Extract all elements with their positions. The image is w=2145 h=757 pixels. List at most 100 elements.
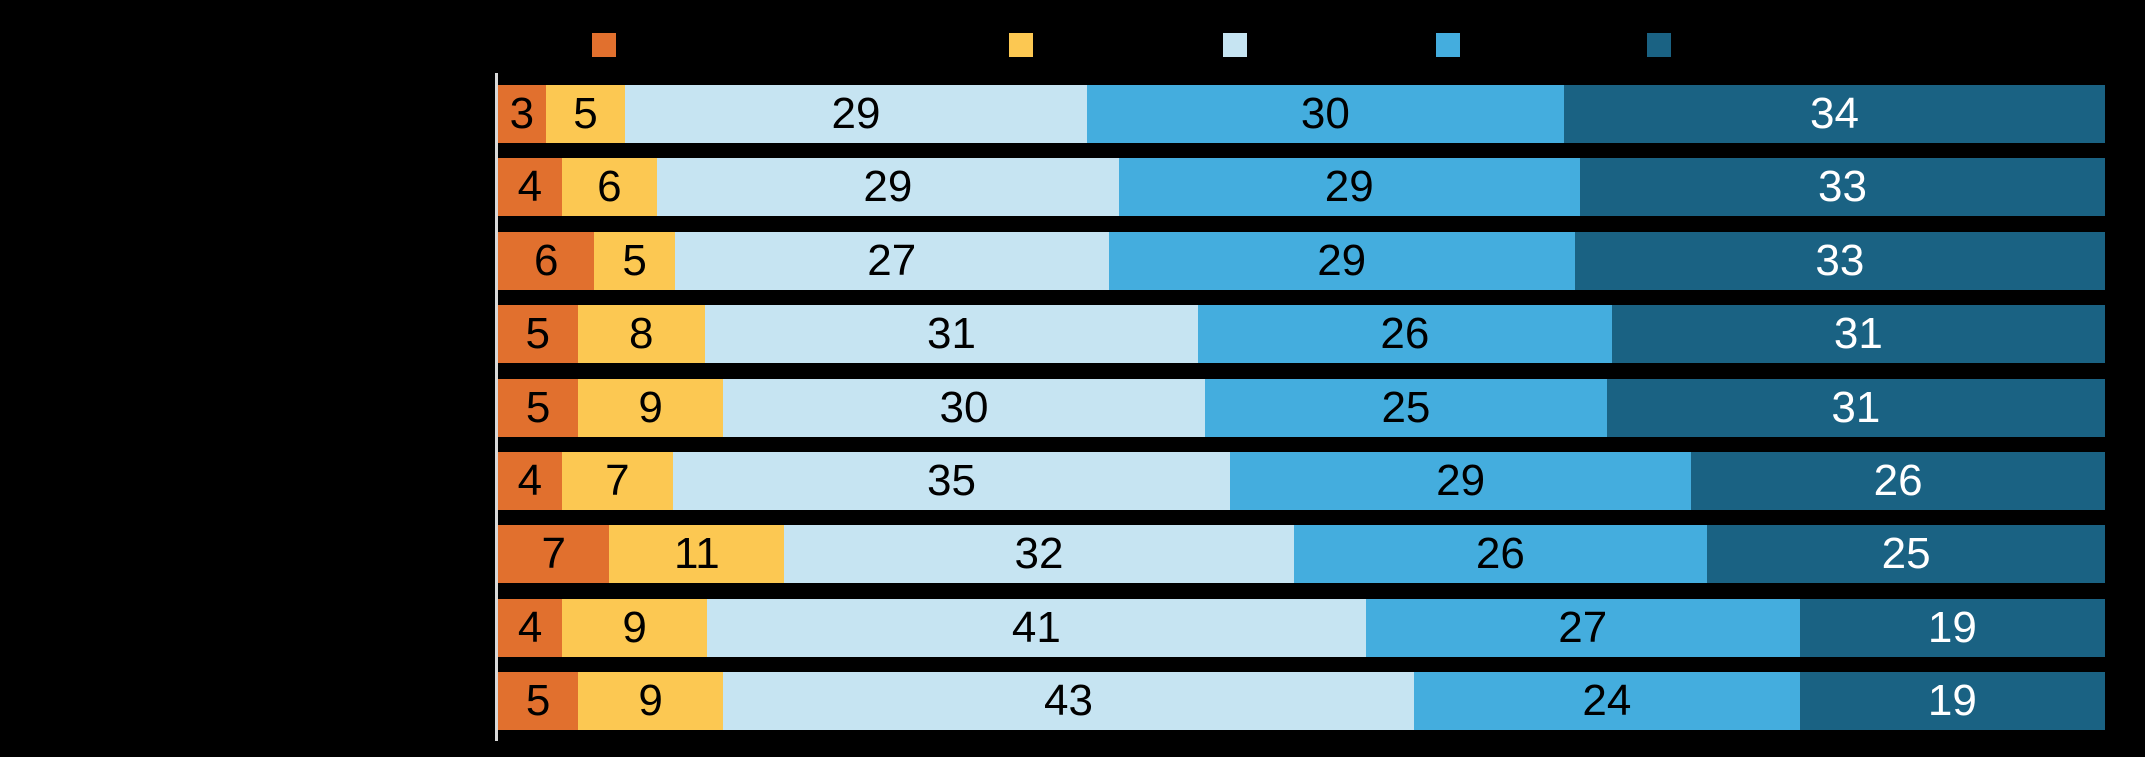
bar-segment-mid-blue: 29 — [1118, 158, 1580, 217]
bar-row-1: 3 5 29 30 34 — [498, 85, 2105, 143]
legend-swatch-light-blue — [1223, 33, 1247, 57]
segment-value-label: 19 — [1927, 676, 1977, 726]
segment-value-label: 29 — [1436, 455, 1486, 505]
bar-segment-yellow: 5 — [545, 85, 626, 143]
bar-segment-yellow: 5 — [594, 231, 675, 290]
segment-value-label: 31 — [1831, 382, 1881, 432]
bar-segment-dark-blue: 26 — [1691, 451, 2105, 510]
bar-segment-yellow: 8 — [577, 305, 705, 364]
segment-value-label: 35 — [926, 455, 976, 505]
bar-segment-dark-blue: 25 — [1707, 525, 2105, 584]
bar-segment-light-blue: 35 — [673, 451, 1230, 510]
segment-value-label: 7 — [541, 529, 566, 579]
segment-value-label: 41 — [1011, 602, 1061, 652]
segment-value-label: 30 — [939, 382, 989, 432]
segment-value-label: 26 — [1475, 529, 1525, 579]
segment-value-label: 26 — [1380, 309, 1430, 359]
bar-segment-orange: 3 — [498, 85, 546, 143]
bar-segment-yellow: 6 — [561, 158, 658, 217]
legend-swatch-yellow — [1009, 33, 1033, 57]
segment-value-label: 43 — [1044, 676, 1093, 726]
bar-row-2: 4 6 29 29 33 — [498, 158, 2106, 217]
segment-value-label: 33 — [1815, 235, 1865, 285]
segment-value-label: 9 — [638, 676, 663, 726]
segment-value-label: 25 — [1381, 382, 1431, 432]
segment-value-label: 8 — [628, 309, 654, 359]
y-axis-line — [495, 73, 498, 741]
segment-value-label: 4 — [517, 602, 543, 652]
segment-value-label: 6 — [597, 162, 622, 212]
segment-value-label: 4 — [517, 455, 543, 505]
bar-segment-yellow: 9 — [562, 598, 707, 657]
bar-segment-mid-blue: 25 — [1205, 378, 1607, 437]
bar-segment-mid-blue: 30 — [1086, 85, 1565, 143]
bar-row-7: 7 11 32 26 25 — [498, 525, 2105, 584]
legend-swatch-dark-blue — [1647, 33, 1671, 57]
segment-value-label: 26 — [1873, 455, 1923, 505]
segment-value-label: 5 — [525, 676, 551, 726]
segment-value-label: 29 — [1324, 162, 1374, 212]
segment-value-label: 34 — [1810, 89, 1859, 138]
segment-value-label: 27 — [1558, 602, 1608, 652]
segment-value-label: 4 — [517, 162, 543, 212]
legend-swatch-orange — [592, 33, 616, 57]
bar-segment-mid-blue: 26 — [1293, 525, 1708, 584]
bar-segment-orange: 4 — [498, 598, 563, 657]
segment-value-label: 5 — [525, 382, 551, 432]
bar-segment-orange: 6 — [498, 231, 595, 290]
segment-value-label: 33 — [1818, 162, 1867, 212]
segment-value-label: 29 — [863, 162, 913, 212]
segment-value-label: 30 — [1300, 89, 1350, 138]
bar-segment-yellow: 9 — [578, 378, 723, 437]
bar-segment-orange: 4 — [498, 451, 562, 510]
segment-value-label: 29 — [1317, 235, 1367, 285]
bar-segment-light-blue: 41 — [706, 598, 1366, 657]
segment-value-label: 31 — [1833, 309, 1883, 359]
bar-segment-light-blue: 32 — [784, 525, 1294, 584]
segment-value-label: 19 — [1927, 602, 1977, 652]
bar-segment-yellow: 11 — [609, 525, 785, 584]
bar-segment-light-blue: 30 — [722, 378, 1206, 437]
bar-segment-yellow: 7 — [561, 451, 674, 510]
bar-segment-dark-blue: 33 — [1574, 231, 2105, 290]
bar-segment-dark-blue: 33 — [1579, 158, 2106, 217]
segment-value-label: 31 — [926, 309, 976, 359]
bar-segment-dark-blue: 19 — [1799, 672, 2105, 731]
segment-value-label: 24 — [1582, 676, 1632, 726]
segment-value-label: 27 — [867, 235, 917, 285]
bar-segment-light-blue: 29 — [625, 85, 1087, 143]
bar-row-6: 4 7 35 29 26 — [498, 451, 2105, 510]
segment-value-label: 11 — [674, 529, 720, 579]
bar-segment-orange: 4 — [498, 158, 562, 217]
bar-segment-orange: 5 — [498, 672, 579, 731]
bar-row-5: 5 9 30 25 31 — [498, 378, 2105, 437]
segment-value-label: 7 — [605, 455, 630, 505]
bar-segment-mid-blue: 27 — [1365, 598, 1800, 657]
plot-area: 3 5 29 30 34 4 6 29 29 33 6 5 27 29 33 5 8 31 26 31 5 9 30 25 31… — [498, 85, 2106, 731]
bar-segment-mid-blue: 29 — [1229, 451, 1692, 510]
bar-segment-orange: 5 — [498, 305, 578, 364]
bar-segment-dark-blue: 31 — [1606, 378, 2105, 437]
bar-row-9: 5 9 43 24 19 — [498, 672, 2105, 731]
bar-segment-light-blue: 27 — [674, 231, 1109, 290]
segment-value-label: 25 — [1881, 529, 1931, 579]
segment-value-label: 9 — [622, 602, 647, 652]
bar-segment-orange: 5 — [498, 378, 579, 437]
segment-value-label: 6 — [533, 235, 559, 285]
segment-value-label: 9 — [638, 382, 663, 432]
bar-segment-dark-blue: 31 — [1611, 305, 2105, 364]
segment-value-label: 3 — [509, 89, 535, 138]
bar-segment-light-blue: 29 — [657, 158, 1119, 217]
bar-row-3: 6 5 27 29 33 — [498, 231, 2105, 290]
segment-value-label: 32 — [1014, 529, 1064, 579]
segment-value-label: 5 — [622, 235, 647, 285]
bar-segment-orange: 7 — [498, 525, 610, 584]
bar-row-8: 4 9 41 27 19 — [498, 598, 2105, 657]
segment-value-label: 5 — [525, 309, 551, 359]
bar-segment-mid-blue: 24 — [1413, 672, 1800, 731]
segment-value-label: 29 — [831, 89, 881, 138]
bar-segment-light-blue: 31 — [704, 305, 1199, 364]
bar-segment-yellow: 9 — [578, 672, 723, 731]
segment-value-label: 5 — [573, 89, 598, 138]
